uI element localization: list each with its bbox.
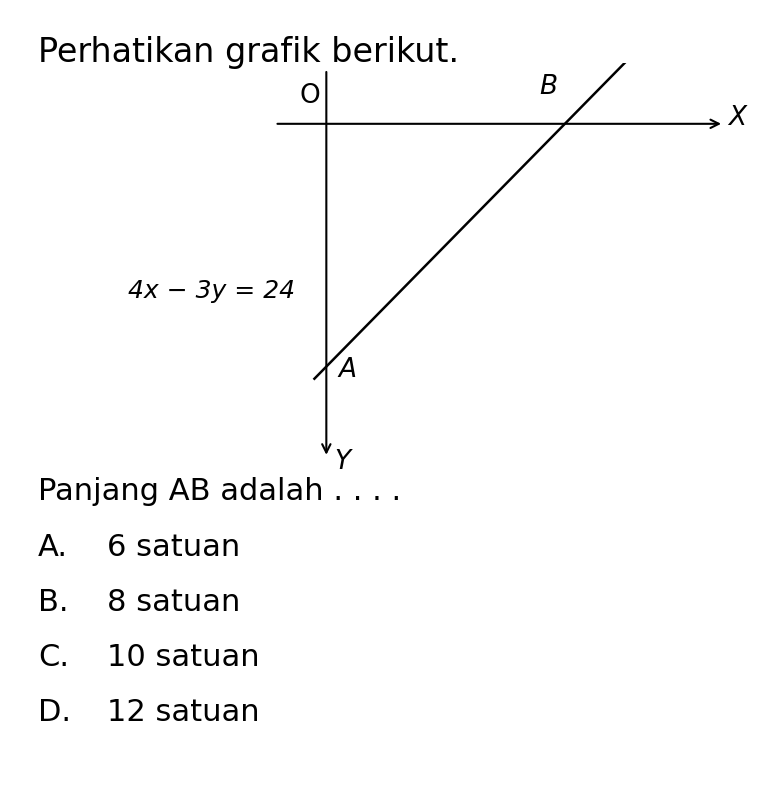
Text: 8 satuan: 8 satuan	[107, 588, 240, 617]
Text: Y: Y	[335, 448, 351, 474]
Text: 10 satuan: 10 satuan	[107, 643, 259, 672]
Text: B: B	[539, 73, 557, 99]
Text: A: A	[338, 357, 357, 383]
Text: 12 satuan: 12 satuan	[107, 698, 259, 727]
Text: O: O	[299, 83, 320, 109]
Text: D.: D.	[38, 698, 71, 727]
Text: 6 satuan: 6 satuan	[107, 533, 240, 562]
Text: B.: B.	[38, 588, 69, 617]
Text: Panjang AB adalah . . . .: Panjang AB adalah . . . .	[38, 477, 402, 507]
Text: C.: C.	[38, 643, 69, 672]
Text: 4x − 3y = 24: 4x − 3y = 24	[127, 279, 295, 303]
Text: Perhatikan grafik berikut.: Perhatikan grafik berikut.	[38, 36, 459, 69]
Text: X: X	[728, 105, 746, 131]
Text: A.: A.	[38, 533, 68, 562]
